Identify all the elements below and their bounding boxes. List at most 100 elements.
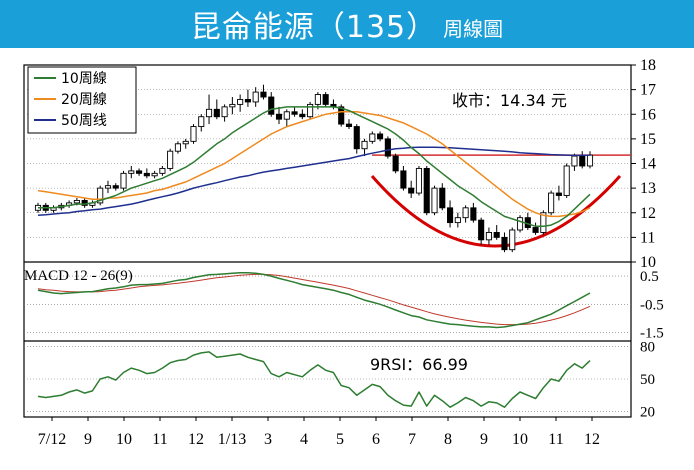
- candle: [190, 124, 197, 144]
- rsi-tick-label: 20: [640, 405, 655, 421]
- legend-label: 20周線: [61, 92, 107, 108]
- macd-line: [37, 271, 591, 329]
- price-tick-label: 13: [640, 180, 656, 197]
- candle-up: [540, 212, 547, 233]
- x-tick-label: 1/13: [218, 431, 246, 448]
- candle-up: [563, 165, 570, 196]
- candle-down: [260, 91, 267, 98]
- price-tick-label: 16: [640, 106, 656, 123]
- candle: [167, 148, 174, 171]
- candle: [579, 151, 586, 169]
- rsi-line: [37, 351, 591, 408]
- candle: [415, 165, 423, 196]
- candle: [104, 180, 112, 194]
- candle: [182, 138, 189, 149]
- candle: [462, 205, 469, 223]
- plot-border: [23, 64, 632, 418]
- candle: [97, 185, 104, 206]
- candle-down: [384, 138, 391, 157]
- price-tick-label: 12: [640, 205, 656, 222]
- candle-up: [190, 126, 197, 142]
- candle-up: [509, 229, 516, 251]
- candle-up: [167, 150, 174, 169]
- candle-down: [470, 207, 477, 221]
- candle-down: [81, 199, 88, 206]
- candle-up: [571, 155, 578, 167]
- candle: [384, 136, 391, 159]
- candle: [555, 185, 562, 201]
- candle: [586, 151, 594, 169]
- candle-up: [205, 108, 213, 118]
- cup-arc: [370, 174, 622, 248]
- candle: [244, 89, 251, 107]
- candle: [532, 222, 539, 235]
- x-tick-label: 9: [480, 431, 488, 448]
- candle-down: [423, 167, 430, 214]
- candle-down: [392, 155, 399, 172]
- price-tick-label: 11: [640, 229, 655, 246]
- candle-up: [283, 111, 290, 120]
- x-tick-label: 6: [372, 431, 380, 448]
- candle-up: [174, 143, 181, 152]
- x-tick-label: 12: [584, 431, 600, 448]
- close-price-annotation: 收市：14.34 元: [452, 91, 567, 110]
- ma50-line: [37, 146, 591, 216]
- chart-title: 昆侖能源（135）: [190, 10, 438, 45]
- candle: [136, 168, 143, 176]
- macd-tick-label: 0.5: [640, 269, 659, 285]
- rsi-label: 9RSI：66.99: [370, 355, 468, 374]
- candle-up: [73, 199, 80, 204]
- x-tick-label: 11: [152, 431, 167, 448]
- candle: [377, 131, 384, 142]
- candle: [81, 197, 88, 208]
- candle: [392, 153, 399, 174]
- candle-up: [221, 106, 228, 118]
- candle: [548, 190, 555, 216]
- candle: [275, 106, 283, 125]
- candle-up: [198, 116, 205, 128]
- moving-averages: [37, 106, 591, 228]
- candle-down: [532, 227, 539, 233]
- rsi-tick-label: 50: [640, 372, 655, 388]
- candle-down: [338, 106, 345, 125]
- candle: [268, 92, 275, 117]
- price-tick-label: 14: [640, 156, 656, 173]
- candle: [120, 170, 127, 191]
- candle-down: [353, 126, 360, 150]
- candle-down: [136, 170, 143, 174]
- candle-up: [454, 217, 461, 224]
- candle: [260, 84, 267, 100]
- candle: [501, 232, 508, 253]
- candle: [112, 183, 119, 191]
- candle: [571, 153, 578, 171]
- candle-up: [120, 172, 127, 189]
- candle-up: [415, 167, 423, 194]
- chart-subtitle: 周線圖: [443, 16, 504, 41]
- candle: [509, 227, 516, 253]
- candle: [447, 200, 454, 228]
- candle-up: [431, 187, 438, 214]
- x-tick-label: 8: [444, 431, 452, 448]
- candle: [205, 94, 213, 125]
- candle-up: [151, 172, 158, 177]
- candle-up: [182, 140, 189, 145]
- price-tick-label: 10: [640, 254, 656, 271]
- candle-down: [291, 111, 298, 115]
- candle: [151, 170, 158, 179]
- candle: [322, 92, 329, 107]
- candle-up: [516, 217, 524, 231]
- candle-up: [97, 187, 104, 204]
- x-tick-label: 10: [116, 431, 132, 448]
- candle: [345, 119, 353, 130]
- x-tick-label: 7: [408, 431, 416, 448]
- candle: [493, 225, 500, 240]
- candle: [159, 165, 166, 176]
- candle: [229, 97, 236, 115]
- x-tick-label: 12: [188, 431, 204, 448]
- candle: [291, 106, 298, 117]
- rsi-tick-label: 80: [640, 339, 655, 355]
- candle: [50, 205, 57, 213]
- x-tick-label: 11: [548, 431, 563, 448]
- candle-down: [345, 123, 353, 128]
- macd-signal-line: [37, 273, 591, 326]
